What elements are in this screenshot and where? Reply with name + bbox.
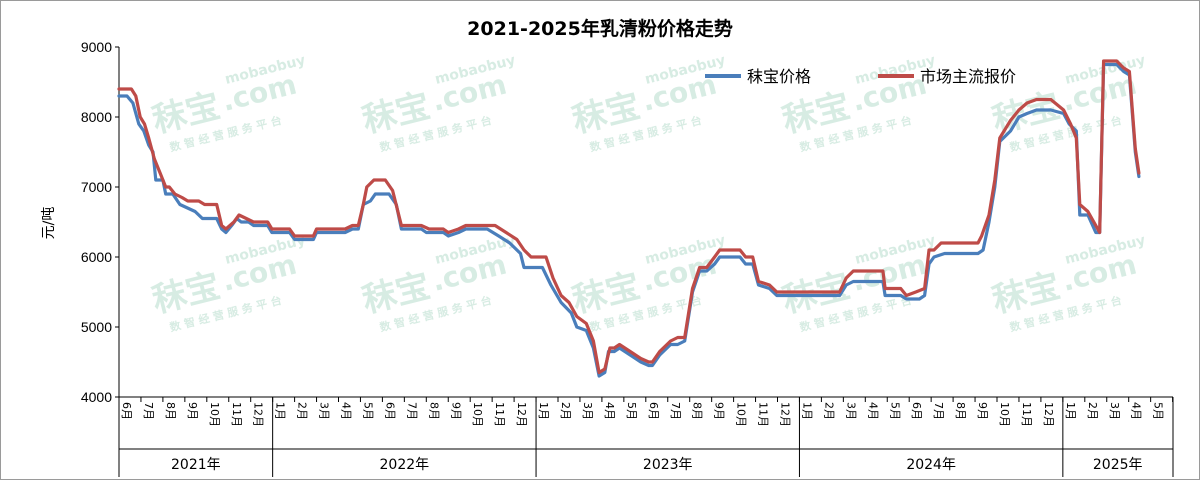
x-month-label: 2月 [559, 402, 572, 420]
x-month-label: 10月 [998, 402, 1011, 427]
x-month-label: 6月 [647, 402, 660, 420]
x-month-label: 6月 [383, 402, 396, 420]
x-month-label: 4月 [603, 402, 616, 420]
x-month-label: 2月 [296, 402, 309, 420]
y-axis-title: 元/吨 [41, 207, 57, 240]
x-month-label: 11月 [230, 402, 243, 427]
y-tick-label: 9000 [81, 39, 112, 55]
x-month-label: 8月 [164, 402, 177, 420]
x-month-label: 9月 [713, 402, 726, 420]
x-month-label: 5月 [1152, 402, 1165, 420]
x-month-label: 7月 [932, 402, 945, 420]
x-month-label: 9月 [186, 402, 199, 420]
y-axis-ticks: 4000 5000 6000 7000 8000 9000 [81, 39, 119, 405]
x-month-label: 4月 [866, 402, 879, 420]
watermark-layer: 秣宝.commobaobuy数 智 经 营 服 务 平 台秣宝.commobao… [148, 52, 1147, 334]
x-month-label: 9月 [976, 402, 989, 420]
x-year-label: 2025年 [1093, 457, 1143, 473]
x-month-label: 6月 [120, 402, 133, 420]
y-tick-label: 4000 [81, 389, 112, 405]
x-month-label: 1月 [800, 402, 813, 420]
x-month-label: 3月 [844, 402, 857, 420]
x-month-label: 12月 [1042, 402, 1055, 427]
x-month-label: 2月 [822, 402, 835, 420]
chart-legend: 秣宝价格 市场主流报价 [705, 67, 1016, 86]
x-month-label: 4月 [340, 402, 353, 420]
series-layer [117, 59, 1141, 378]
x-month-label: 10月 [208, 402, 221, 427]
x-month-label: 3月 [581, 402, 594, 420]
x-month-label: 5月 [888, 402, 901, 420]
x-month-label: 4月 [1130, 402, 1143, 420]
x-month-label: 12月 [515, 402, 528, 427]
x-year-label: 2023年 [643, 457, 693, 473]
y-tick-label: 8000 [81, 109, 112, 125]
x-year-label: 2022年 [380, 457, 430, 473]
x-month-label: 1月 [1064, 402, 1077, 420]
x-month-label: 8月 [954, 402, 967, 420]
x-month-label: 11月 [1020, 402, 1033, 427]
x-month-label: 1月 [274, 402, 287, 420]
x-month-label: 7月 [142, 402, 155, 420]
x-month-label: 7月 [405, 402, 418, 420]
x-month-label: 10月 [735, 402, 748, 427]
x-month-label: 8月 [691, 402, 704, 420]
x-month-label: 2月 [1086, 402, 1099, 420]
x-month-label: 11月 [493, 402, 506, 427]
x-month-label: 11月 [757, 402, 770, 427]
y-tick-label: 7000 [81, 179, 112, 195]
x-month-label: 12月 [252, 402, 265, 427]
x-month-label: 9月 [449, 402, 462, 420]
x-month-label: 1月 [537, 402, 550, 420]
x-year-label: 2021年 [171, 457, 221, 473]
x-month-label: 3月 [1108, 402, 1121, 420]
x-month-label: 3月 [318, 402, 331, 420]
x-month-label: 8月 [427, 402, 440, 420]
legend-label: 秣宝价格 [747, 67, 811, 86]
legend-label: 市场主流报价 [920, 67, 1016, 86]
x-axis-ticks: 6月 7月 8月 9月 10月 11月 12月 1月 2月 3月 4月 5月 6月 7月 8月 9月 10月 11… [118, 397, 1174, 477]
y-tick-label: 5000 [81, 319, 112, 335]
x-month-label: 5月 [625, 402, 638, 420]
x-month-label: 5月 [361, 402, 374, 420]
chart-title: 2021-2025年乳清粉价格走势 [467, 17, 733, 40]
x-month-label: 10月 [471, 402, 484, 427]
x-month-label: 12月 [779, 402, 792, 427]
x-month-label: 6月 [910, 402, 923, 420]
series-line-market [117, 59, 1141, 375]
x-month-label: 7月 [669, 402, 682, 420]
x-year-label: 2024年 [906, 457, 956, 473]
y-tick-label: 6000 [81, 249, 112, 265]
